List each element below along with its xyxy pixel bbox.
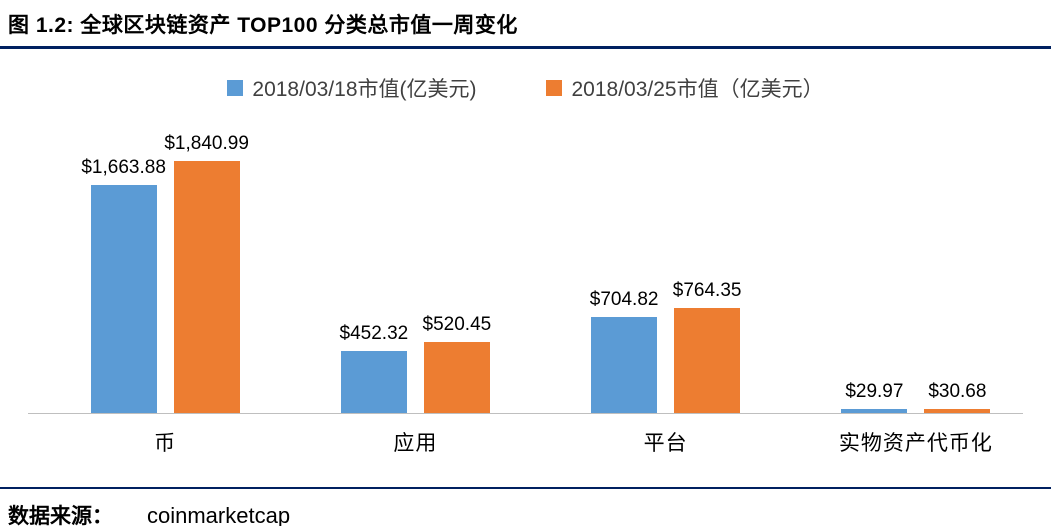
bar-week1: [340, 351, 407, 413]
source-label: 数据来源：: [8, 505, 113, 526]
bar-value-label: $29.97: [845, 381, 904, 402]
source-note: 数据来源： coinmarketcap: [0, 489, 1051, 526]
category-axis: 币 应用 平台 实物资产代币化: [0, 414, 1051, 457]
bar-week1: [591, 317, 658, 413]
chart-legend: 2018/03/18市值(亿美元) 2018/03/25市值（亿美元）: [0, 73, 1051, 103]
bar-slot: $30.68: [924, 381, 991, 413]
bar-slot: $1,840.99: [164, 133, 249, 413]
bar-slot: $452.32: [340, 323, 408, 413]
legend-swatch-orange: [546, 80, 563, 96]
legend-swatch-blue: [227, 80, 244, 96]
x-axis-line: [28, 413, 1023, 414]
legend-label-week1: 2018/03/18市值(亿美元): [252, 78, 477, 101]
bar-slot: $1,663.88: [81, 157, 166, 413]
bar-week2: [173, 161, 240, 413]
legend-item-week1: 2018/03/18市值(亿美元): [227, 73, 476, 103]
category-label: 币: [154, 432, 177, 455]
bar-week1: [841, 409, 908, 413]
legend-item-week2: 2018/03/25市值（亿美元）: [546, 73, 824, 103]
bar-value-label: $1,840.99: [164, 133, 249, 154]
bar-group: $29.97 $30.68: [791, 381, 1041, 413]
bar-chart: 2018/03/18市值(亿美元) 2018/03/25市值（亿美元） $1,6…: [0, 73, 1051, 457]
bar-value-label: $1,663.88: [81, 157, 166, 178]
bar-group: $452.32 $520.45: [290, 314, 540, 413]
source-value: coinmarketcap: [147, 503, 291, 526]
bar-value-label: $764.35: [672, 280, 742, 301]
header-divider: [0, 46, 1051, 49]
bar-week2: [674, 308, 741, 413]
bar-week2: [924, 409, 991, 413]
bar-value-label: $520.45: [422, 314, 492, 335]
bar-slot: $520.45: [423, 314, 491, 413]
category-label: 实物资产代币化: [838, 432, 993, 455]
bar-slot: $764.35: [673, 280, 741, 413]
figure-header: 图 1.2: 全球区块链资产 TOP100 分类总市值一周变化: [0, 0, 1051, 46]
bar-value-label: $30.68: [928, 381, 987, 402]
plot-area: $1,663.88 $1,840.99 $452.32 $520.45 $704.82 $…: [0, 103, 1051, 413]
category-label: 平台: [643, 432, 688, 455]
category-label: 应用: [393, 432, 438, 455]
legend-label-week2: 2018/03/25市值（亿美元）: [571, 78, 824, 101]
bar-group: $1,663.88 $1,840.99: [40, 133, 290, 413]
bar-week2: [423, 342, 490, 413]
bar-slot: $29.97: [841, 381, 908, 413]
bar-value-label: $452.32: [339, 323, 409, 344]
bar-week1: [90, 185, 157, 413]
figure-title: 图 1.2: 全球区块链资产 TOP100 分类总市值一周变化: [8, 14, 518, 37]
footer-divider: [0, 487, 1051, 489]
bar-slot: $704.82: [590, 289, 658, 413]
bar-value-label: $704.82: [589, 289, 659, 310]
bar-group: $704.82 $764.35: [541, 280, 791, 413]
